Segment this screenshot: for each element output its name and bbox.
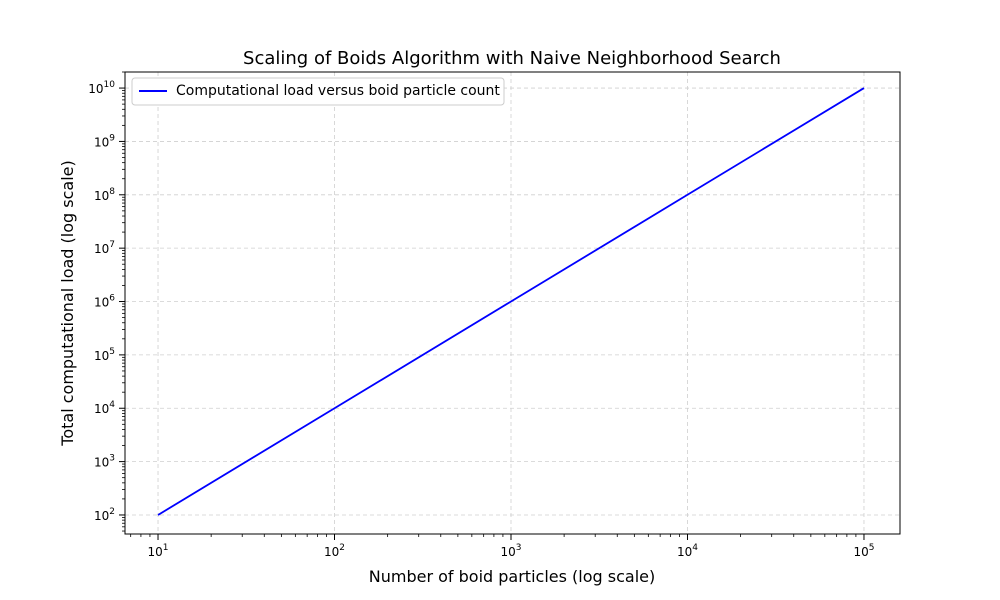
x-tick-label: 101 (148, 543, 169, 559)
y-tick-label: 1010 (88, 80, 115, 96)
x-tick-label: 103 (500, 543, 521, 559)
x-axis-label: Number of boid particles (log scale) (369, 567, 655, 586)
y-tick-label: 109 (94, 133, 115, 149)
chart-title: Scaling of Boids Algorithm with Naive Ne… (243, 48, 781, 69)
legend-box (131, 77, 505, 106)
series-layer (157, 87, 865, 516)
x-tick-label: 104 (677, 543, 698, 559)
grid (125, 72, 900, 534)
series-line (157, 87, 865, 516)
y-tick-label: 102 (94, 507, 115, 523)
legend: Computational load versus boid particle … (131, 77, 505, 106)
y-tick-label: 108 (94, 187, 115, 203)
y-tick-label: 104 (94, 400, 115, 416)
y-tick-label: 103 (94, 454, 115, 470)
x-tick-label: 102 (324, 543, 345, 559)
y-tick-label: 106 (94, 294, 115, 310)
y-tick-label: 107 (94, 240, 115, 256)
y-axis-label: Total computational load (log scale) (58, 160, 77, 446)
legend-label: Computational load versus boid particle … (176, 83, 500, 99)
plot-frame (124, 71, 901, 535)
x-tick-label: 105 (853, 543, 874, 559)
tick-layer: 101 102 103 104 105 102 103 104 105 106 107 108 109 1… (88, 71, 874, 559)
y-tick-label: 105 (94, 347, 115, 363)
